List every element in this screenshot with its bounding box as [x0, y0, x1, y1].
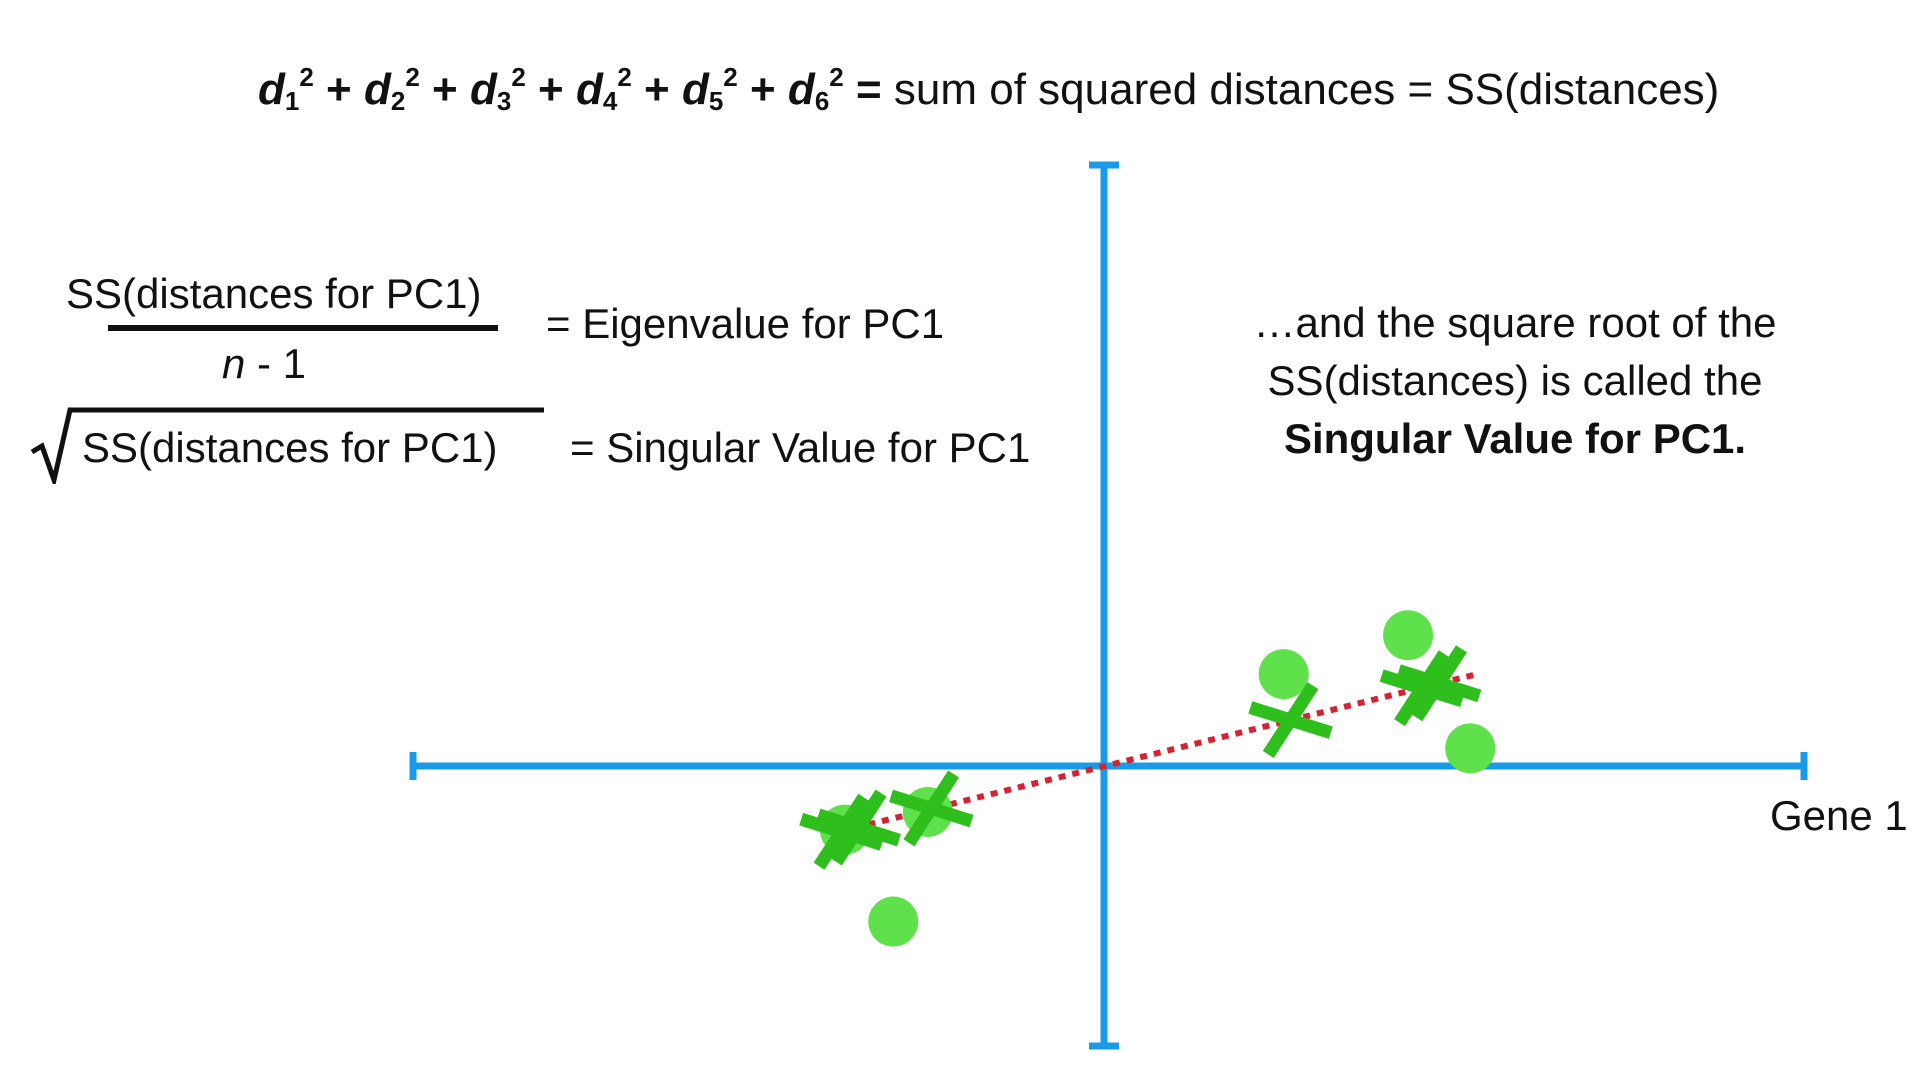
projection-mark-6	[1396, 645, 1482, 722]
distance-term-1: d12	[258, 62, 314, 116]
data-point-6	[1445, 723, 1496, 774]
square-root-sign	[30, 407, 544, 484]
plus-sign: +	[419, 65, 470, 114]
plus-sign: +	[631, 65, 682, 114]
data-point-4	[1258, 649, 1309, 700]
denominator-n: n	[222, 340, 246, 387]
plus-sign: +	[737, 65, 788, 114]
equals-sign: =	[1395, 65, 1446, 114]
distance-term-4: d42	[575, 62, 632, 116]
singular-value-note: …and the square root of the SS(distances…	[1200, 294, 1830, 468]
eigenvalue-numerator: SS(distances for PC1)	[66, 270, 482, 317]
note-line-3: Singular Value for PC1.	[1283, 415, 1747, 462]
axes	[409, 161, 1808, 1050]
sum-of-squares-formula: d12 + d22 + d32 + d42 + d52 + d62 = sum …	[258, 62, 1719, 117]
projection-mark-4	[1248, 682, 1333, 759]
distance-term-2: d22	[363, 62, 420, 116]
data-point-5	[1383, 610, 1434, 661]
data-points	[819, 610, 1496, 947]
note-line-1: …and the square root of the	[1253, 299, 1777, 346]
x-stroke-b	[1411, 645, 1467, 722]
formula-middle: sum of squared distances	[893, 65, 1396, 114]
fraction-bar	[108, 325, 498, 331]
x-stroke-b	[1262, 682, 1319, 759]
eigenvalue-rhs: = Eigenvalue for PC1	[546, 300, 945, 347]
singular-radicand: SS(distances for PC1)	[82, 424, 498, 471]
distance-term-3: d32	[469, 62, 526, 116]
denominator-minus-one: - 1	[245, 340, 307, 387]
plus-sign: +	[525, 65, 576, 114]
plus-sign: +	[313, 65, 364, 114]
x-axis-label: Gene 1	[1770, 792, 1908, 839]
note-line-2: SS(distances) is called the	[1267, 357, 1763, 404]
x-stroke-b	[813, 793, 870, 870]
formula-right: SS(distances)	[1445, 65, 1720, 114]
distance-term-5: d52	[681, 62, 738, 116]
data-point-3	[868, 896, 919, 947]
projected-points	[799, 645, 1482, 870]
x-stroke-b	[1394, 650, 1450, 727]
equals-sign: =	[843, 65, 894, 114]
eigenvalue-denominator: n - 1	[222, 340, 306, 388]
singular-rhs: = Singular Value for PC1	[570, 424, 1031, 471]
projection-mark-1	[799, 793, 884, 870]
projection-mark-3	[889, 770, 974, 847]
x-stroke-b	[830, 789, 887, 866]
projection-mark-2	[816, 789, 901, 866]
projection-mark-5	[1379, 650, 1465, 727]
x-stroke-b	[903, 770, 960, 847]
distance-term-6: d62	[787, 62, 844, 116]
